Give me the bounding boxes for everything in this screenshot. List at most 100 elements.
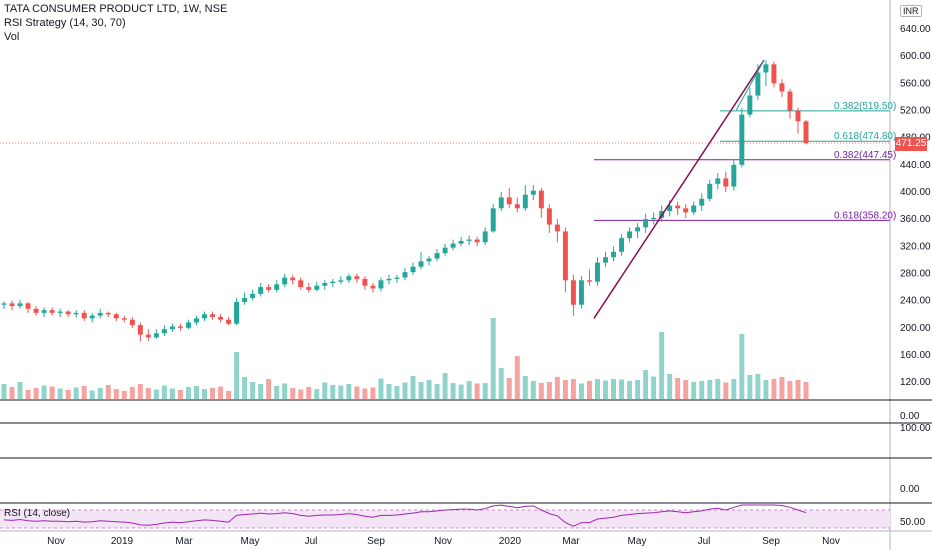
trend-line [735,59,765,111]
volume-bar [755,374,761,399]
volume-bar [570,379,576,399]
candle-body [699,198,705,206]
indicator-label[interactable]: RSI Strategy (14, 30, 70) [4,17,126,29]
time-tick: Nov [434,536,452,547]
volume-bar [699,381,705,399]
volume-bar [643,370,649,399]
price-tick: 400.00 [900,187,931,198]
pane-tick: 50.00 [900,517,925,528]
volume-bar [33,388,39,399]
volume-bar [73,387,79,399]
volume-bar [739,334,745,399]
volume-bar [137,384,143,399]
rsi-pane [0,504,890,529]
volume-bar [210,388,216,399]
time-axis[interactable]: Nov 2019 Mar May Jul Sep Nov 2020 Mar May Jul Sep No… [47,536,840,547]
volume-bar [89,390,95,399]
candlesticks[interactable] [1,60,809,342]
candle-body [731,164,737,187]
candle-body [298,280,304,288]
candle-body [266,287,272,290]
currency-badge: INR [900,5,922,17]
volume-bar [338,385,344,399]
volume-bar [611,379,617,399]
volume-bar [795,380,801,399]
price-tick: 360.00 [900,214,931,225]
candle-body [619,238,625,252]
volume-bar [402,382,408,399]
candle-body [611,251,617,258]
candle-body [570,280,576,305]
candle-body [450,243,456,248]
volume-bar [522,376,528,399]
rsi-label[interactable]: RSI (14, close) [4,508,71,519]
volume-bar [266,379,272,399]
candle-body [242,297,248,303]
pane-tick: 100.00 [900,423,931,434]
volume-bar [635,380,641,399]
volume-bar [274,386,280,399]
candle-body [145,334,151,338]
volume-bar [202,389,207,399]
pane-tick: 0.00 [900,484,920,495]
time-tick: Jul [698,536,711,547]
volume-label[interactable]: Vol [4,31,20,43]
candle-body [193,318,199,323]
chart-title: TATA CONSUMER PRODUCT LTD, 1W, NSE [4,3,228,15]
candle-body [153,333,159,338]
volume-bar [65,390,71,399]
volume-bar [298,389,304,399]
candle-body [498,197,504,209]
time-tick: Mar [562,536,580,547]
candle-body [795,110,801,122]
volume-bar [25,390,31,399]
candle-body [73,312,79,315]
candle-body [362,278,368,286]
candle-body [763,64,769,73]
fib-label: 0.618(474.80) [834,131,896,142]
volume-bar [442,373,448,399]
candle-body [121,318,127,320]
candle-body [514,204,520,209]
price-axis[interactable]: 640.00600.00560.00520.00480.00440.00400.… [900,24,931,528]
price-tick: 520.00 [900,106,931,117]
candle-body [715,178,721,184]
volume-bar [418,382,424,399]
volume-bar [506,378,512,399]
candle-body [129,319,135,326]
candle-body [346,276,352,281]
volume-bar [81,386,87,399]
volume-bar [185,387,191,399]
price-tick: 120.00 [900,377,931,388]
time-tick: 2020 [499,536,522,547]
volume-bar [514,356,520,399]
candle-body [554,224,560,232]
volume-bar [378,378,384,399]
candle-body [258,287,264,294]
volume-bar [554,377,560,399]
price-tick: 600.00 [900,51,931,62]
volume-bar [161,385,167,399]
volume-bar [97,388,103,399]
volume-bar [651,376,657,399]
candle-body [578,280,584,305]
price-tick: 200.00 [900,323,931,334]
volume-bar [538,383,544,399]
volume-bar [169,388,175,399]
candle-body [586,280,592,282]
volume-bars [1,318,809,399]
volume-bar [675,378,681,399]
price-tick: 640.00 [900,24,931,35]
candle-body [651,217,657,220]
volume-bar [362,388,368,399]
volume-bar [234,352,240,399]
volume-bar [474,383,480,399]
candle-body [218,316,224,320]
volume-bar [715,379,721,399]
time-tick: Nov [47,536,65,547]
candle-body [210,314,216,317]
volume-bar [450,383,456,399]
volume-bar [683,380,689,399]
volume-bar [17,382,23,399]
